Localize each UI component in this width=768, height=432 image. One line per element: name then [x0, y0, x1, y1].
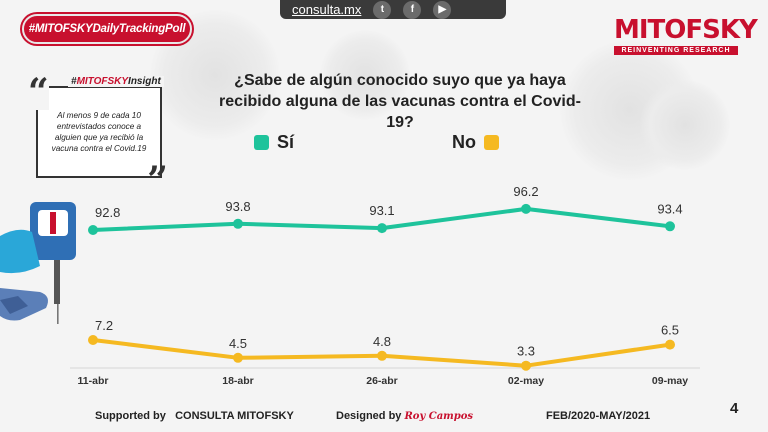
designer-name: Roy Campos: [404, 411, 474, 422]
data-label-si: 93.8: [225, 199, 250, 214]
legend-si-swatch: [254, 135, 269, 150]
data-label-si: 96.2: [513, 184, 538, 199]
legend-no: No: [452, 132, 499, 153]
quote-open-icon: “: [28, 71, 49, 113]
x-tick-label: 18-abr: [222, 375, 254, 387]
data-label-si: 92.8: [95, 205, 120, 220]
tracking-poll-label: #MITOFSKYDailyTrackingPoll: [28, 23, 186, 35]
youtube-icon[interactable]: ▶: [433, 0, 452, 19]
designed-label: Designed by: [336, 410, 402, 422]
tracking-poll-badge: #MITOFSKYDailyTrackingPoll: [22, 14, 192, 44]
data-point-si: [233, 218, 243, 229]
chart-title: ¿Sabe de algún conocido suyo que ya haya…: [219, 72, 581, 131]
data-label-si: 93.1: [369, 203, 394, 218]
data-label-no: 3.3: [517, 344, 535, 359]
insight-text: Al menos 9 de cada 10 entrevistados cono…: [51, 111, 147, 153]
data-label-no: 6.5: [661, 323, 679, 338]
data-label-si: 93.4: [657, 201, 682, 216]
data-label-no: 4.8: [373, 334, 391, 349]
quote-close-icon: ”: [147, 159, 168, 201]
data-point-no: [377, 350, 387, 361]
data-point-si: [665, 221, 675, 232]
x-tick-label: 09-may: [652, 375, 688, 387]
x-tick-label: 11-abr: [78, 375, 109, 387]
footer-period: FEB/2020-MAY/2021: [546, 410, 651, 422]
legend-no-swatch: [484, 135, 499, 150]
footer-designed: Designed by Roy Campos: [336, 410, 473, 422]
insight-label-suffix: Insight: [128, 76, 161, 87]
mitofsky-logo: MITOFSKY REINVENTING RESEARCH: [614, 15, 758, 55]
insight-box: “ #MITOFSKYInsight Al menos 9 de cada 10…: [28, 74, 168, 198]
x-tick-label: 26-abr: [366, 375, 398, 387]
supported-name: CONSULTA MITOFSKY: [175, 410, 294, 422]
background-virus-decoration: [320, 30, 410, 120]
insight-label: #MITOFSKYInsight: [68, 76, 164, 87]
insight-label-prefix: #: [71, 76, 77, 87]
data-point-no: [665, 339, 675, 350]
supported-label: Supported by: [95, 410, 166, 422]
facebook-icon[interactable]: f: [403, 0, 422, 19]
footer-supported: Supported by CONSULTA MITOFSKY: [95, 410, 294, 422]
logo-name: MITOFSKY: [614, 15, 758, 45]
legend-si: Sí: [254, 132, 294, 153]
site-link[interactable]: consulta.mx: [292, 2, 362, 17]
page-number: 4: [730, 400, 739, 417]
data-label-no: 4.5: [229, 336, 247, 351]
legend-si-label: Sí: [277, 132, 295, 152]
insight-label-brand: MITOFSKY: [76, 76, 129, 87]
data-point-no: [88, 335, 98, 345]
top-bar: consulta.mx t f ▶: [280, 0, 506, 19]
data-point-si: [88, 225, 98, 235]
data-point-no: [521, 360, 531, 371]
legend-no-label: No: [452, 132, 476, 152]
background-virus-decoration: [640, 80, 730, 170]
twitter-icon[interactable]: t: [373, 0, 392, 19]
data-point-no: [233, 352, 243, 363]
logo-tagline: REINVENTING RESEARCH: [614, 46, 738, 55]
data-label-no: 7.2: [95, 318, 113, 333]
data-point-si: [521, 203, 531, 214]
vaccine-syringe-icon: [0, 202, 76, 324]
x-tick-label: 02-may: [508, 375, 544, 387]
data-point-si: [377, 223, 387, 234]
